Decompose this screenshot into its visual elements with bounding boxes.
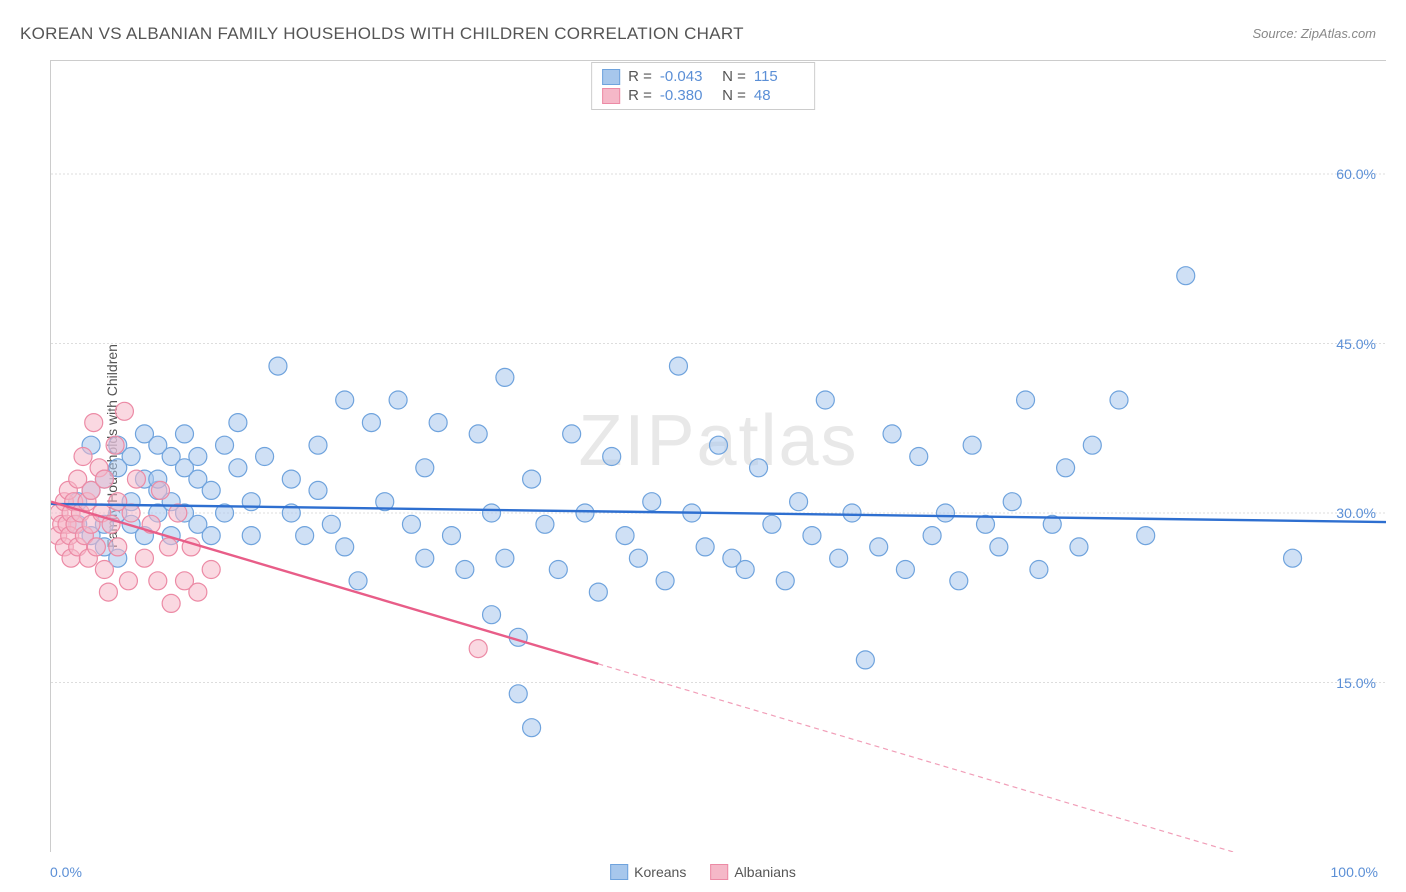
legend-label: Albanians [734, 864, 796, 880]
chart-plot-area: ZIPatlas 15.0%30.0%45.0%60.0% [50, 60, 1386, 852]
stat-n-label: N = [718, 87, 746, 104]
y-tick-label: 60.0% [1336, 166, 1376, 182]
bottom-legend: Koreans Albanians [610, 864, 796, 880]
legend-item: Koreans [610, 864, 686, 880]
swatch-icon [710, 864, 728, 880]
stat-r-label: R = [628, 87, 652, 104]
stat-n-label: N = [718, 68, 746, 85]
y-tick-label: 30.0% [1336, 505, 1376, 521]
chart-title: KOREAN VS ALBANIAN FAMILY HOUSEHOLDS WIT… [20, 24, 744, 44]
swatch-icon [610, 864, 628, 880]
stats-row: R = -0.380 N = 48 [602, 86, 804, 105]
y-tick-label: 15.0% [1336, 675, 1376, 691]
swatch-icon [602, 69, 620, 85]
stats-legend-box: R = -0.043 N = 115 R = -0.380 N = 48 [591, 62, 815, 110]
scatter-plot-svg [51, 61, 1386, 852]
source-label: Source: ZipAtlas.com [1252, 26, 1376, 41]
stat-r-label: R = [628, 68, 652, 85]
stat-r-value: -0.380 [660, 87, 710, 104]
y-tick-label: 45.0% [1336, 336, 1376, 352]
stats-row: R = -0.043 N = 115 [602, 67, 804, 86]
legend-label: Koreans [634, 864, 686, 880]
legend-item: Albanians [710, 864, 796, 880]
stat-n-value: 48 [754, 87, 804, 104]
stat-r-value: -0.043 [660, 68, 710, 85]
swatch-icon [602, 88, 620, 104]
stat-n-value: 115 [754, 68, 804, 85]
x-tick-label: 100.0% [1331, 864, 1378, 880]
x-tick-label: 0.0% [50, 864, 82, 880]
